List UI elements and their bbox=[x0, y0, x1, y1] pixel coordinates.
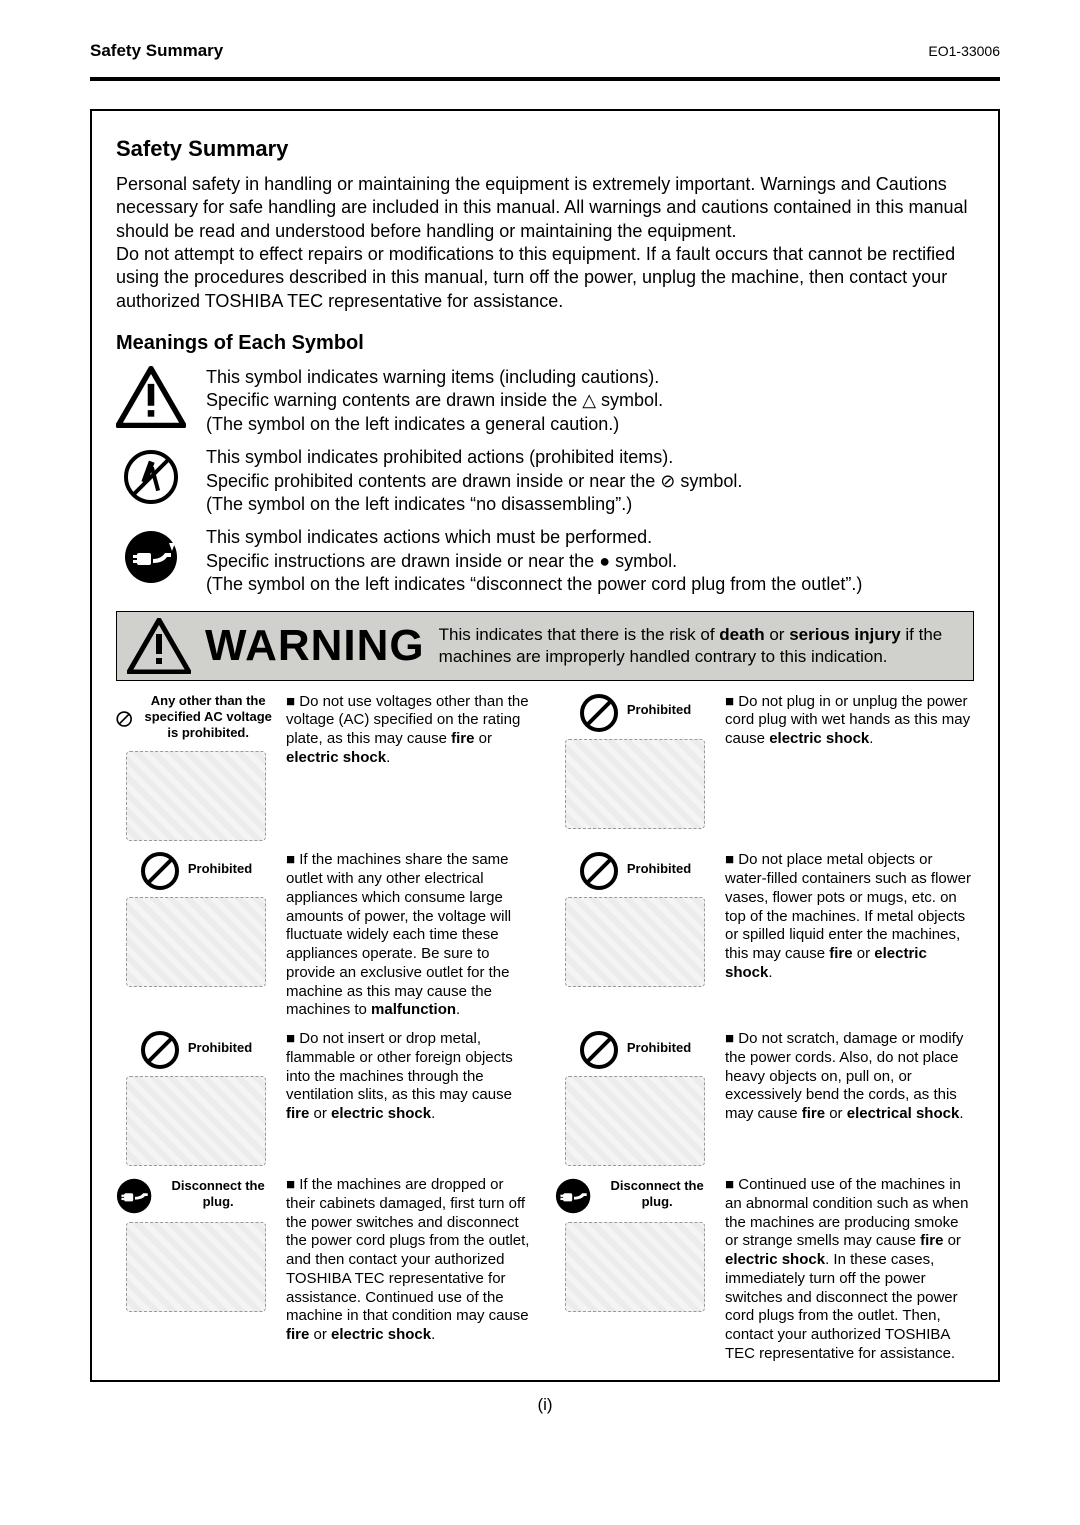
symbol-text: This symbol indicates prohibited actions… bbox=[206, 446, 742, 516]
banner-bold: death bbox=[719, 625, 764, 644]
symbol-row: This symbol indicates actions which must… bbox=[116, 526, 974, 596]
warning-illustration bbox=[565, 1222, 705, 1312]
unplug-icon bbox=[116, 526, 186, 588]
warning-triangle-icon bbox=[116, 366, 186, 428]
warning-item: Prohibited If the machines share the same… bbox=[116, 851, 535, 1020]
warning-illustration bbox=[126, 897, 266, 987]
warning-item: Prohibited Do not place metal objects or … bbox=[555, 851, 974, 1020]
warning-item: Prohibited Do not plug in or unplug the p… bbox=[555, 693, 974, 842]
warning-banner: WARNING This indicates that there is the… bbox=[116, 611, 974, 681]
banner-text: or bbox=[765, 625, 790, 644]
banner-text: This indicates that there is the risk of bbox=[439, 625, 720, 644]
warning-illustration bbox=[126, 1076, 266, 1166]
warning-triangle-icon bbox=[127, 618, 191, 674]
warning-label: Disconnect the plug. bbox=[160, 1178, 276, 1211]
mustdo-icon bbox=[555, 1176, 591, 1216]
prohibit-icon bbox=[116, 699, 132, 739]
symbol-text: This symbol indicates warning items (inc… bbox=[206, 366, 663, 436]
intro-paragraph: Personal safety in handling or maintaini… bbox=[116, 173, 974, 313]
prohibit-icon bbox=[140, 1030, 180, 1070]
warning-label: Any other than the specified AC voltage … bbox=[140, 693, 276, 742]
warning-text: Do not insert or drop metal, flammable o… bbox=[286, 1030, 513, 1122]
header-right: EO1-33006 bbox=[928, 43, 1000, 61]
warning-item: Disconnect the plug. If the machines are … bbox=[116, 1176, 535, 1364]
content-frame: Safety Summary Personal safety in handli… bbox=[90, 109, 1000, 1381]
warning-item: Any other than the specified AC voltage … bbox=[116, 693, 535, 842]
warning-illustration bbox=[565, 739, 705, 829]
warning-label: Prohibited bbox=[627, 1040, 691, 1056]
warning-label: Prohibited bbox=[627, 702, 691, 718]
warning-banner-desc: This indicates that there is the risk of… bbox=[439, 624, 963, 667]
warning-illustration bbox=[565, 897, 705, 987]
warning-text: Do not place metal objects or water-fill… bbox=[725, 851, 971, 981]
prohibit-icon bbox=[579, 851, 619, 891]
warning-label: Disconnect the plug. bbox=[599, 1178, 715, 1211]
warning-text: Continued use of the machines in an abno… bbox=[725, 1176, 969, 1362]
symbol-text: This symbol indicates actions which must… bbox=[206, 526, 862, 596]
prohibit-icon bbox=[579, 1030, 619, 1070]
warning-text: If the machines share the same outlet wi… bbox=[286, 851, 511, 1018]
warning-label: Prohibited bbox=[188, 1040, 252, 1056]
warning-text: If the machines are dropped or their cab… bbox=[286, 1176, 529, 1343]
warning-text: Do not scratch, damage or modify the pow… bbox=[725, 1030, 963, 1122]
page-title: Safety Summary bbox=[116, 135, 974, 163]
warning-text: Do not plug in or unplug the power cord … bbox=[725, 693, 970, 748]
mustdo-icon bbox=[116, 1176, 152, 1216]
warning-illustration bbox=[126, 1222, 266, 1312]
warning-label: Prohibited bbox=[188, 861, 252, 877]
warning-label: Prohibited bbox=[627, 861, 691, 877]
warning-illustration bbox=[126, 751, 266, 841]
banner-bold: serious injury bbox=[789, 625, 900, 644]
prohibit-icon bbox=[579, 693, 619, 733]
prohibit-icon bbox=[140, 851, 180, 891]
symbol-row: This symbol indicates warning items (inc… bbox=[116, 366, 974, 436]
symbol-row: This symbol indicates prohibited actions… bbox=[116, 446, 974, 516]
warning-text: Do not use voltages other than the volta… bbox=[286, 693, 529, 766]
warning-illustration bbox=[565, 1076, 705, 1166]
no-disassemble-icon bbox=[116, 446, 186, 508]
warning-banner-title: WARNING bbox=[205, 618, 425, 673]
top-rule bbox=[90, 77, 1000, 81]
symbols-heading: Meanings of Each Symbol bbox=[116, 331, 974, 356]
page-footer: (i) bbox=[90, 1394, 1000, 1415]
header-left: Safety Summary bbox=[90, 40, 223, 61]
warning-item: Disconnect the plug. Continued use of the… bbox=[555, 1176, 974, 1364]
warning-item: Prohibited Do not insert or drop metal, f… bbox=[116, 1030, 535, 1166]
warning-item: Prohibited Do not scratch, damage or modi… bbox=[555, 1030, 974, 1166]
